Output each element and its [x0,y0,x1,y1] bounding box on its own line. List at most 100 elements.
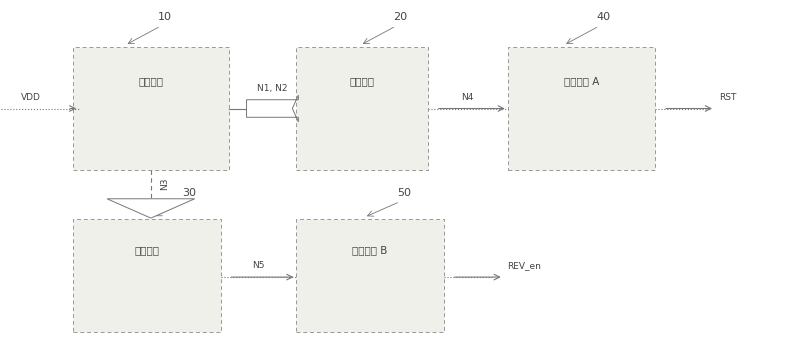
Point [99,83,112,89]
Point [130,276,143,282]
FancyBboxPatch shape [73,47,229,170]
Point [85,244,98,250]
Point [611,47,624,53]
Point [190,146,202,152]
Point [330,128,342,134]
Point [578,101,591,107]
Point [413,309,426,315]
Point [312,119,325,125]
Point [312,92,325,98]
Point [367,293,380,299]
Point [111,219,124,225]
Point [433,318,446,323]
Point [406,301,419,307]
Point [144,252,157,258]
Point [539,65,552,71]
Point [605,119,618,125]
Point [411,164,424,170]
Point [106,119,119,125]
Text: RST: RST [719,93,736,102]
Point [354,252,366,258]
Point [294,110,307,116]
Point [358,56,371,62]
Point [294,92,307,98]
Point [591,65,604,71]
Point [170,293,183,299]
Point [302,219,314,225]
Point [578,65,591,71]
Point [177,244,190,250]
Point [141,146,154,152]
Point [358,164,371,170]
Point [361,235,374,241]
Point [210,92,223,98]
Point [91,318,104,323]
Point [358,128,371,134]
Point [157,219,170,225]
Point [92,47,105,53]
Point [130,309,143,315]
Point [141,119,154,125]
Point [104,244,117,250]
Point [411,83,424,89]
Point [342,47,354,53]
Point [203,276,216,282]
Point [411,65,424,71]
Point [433,219,446,225]
Point [513,65,526,71]
Text: 电流镜像 A: 电流镜像 A [564,76,599,86]
Point [183,301,196,307]
Point [558,65,571,71]
Point [169,56,182,62]
Point [411,119,424,125]
Point [203,268,216,274]
Point [644,83,657,89]
Point [78,227,91,233]
Point [347,164,360,170]
Point [150,276,163,282]
Point [134,137,147,143]
Point [106,83,119,89]
Point [210,56,223,62]
Point [565,83,578,89]
Point [405,128,418,134]
Point [394,301,406,307]
Point [157,235,170,241]
Point [99,146,112,152]
Point [417,47,430,53]
Point [134,119,147,125]
Point [644,56,657,62]
Point [177,301,190,307]
Point [111,309,124,315]
Point [519,128,532,134]
Point [513,146,526,152]
Point [92,164,105,170]
Point [546,47,558,53]
Point [618,164,630,170]
Point [111,235,124,241]
Point [306,56,319,62]
Point [301,56,314,62]
Point [400,301,413,307]
Point [405,119,418,125]
Point [558,119,571,125]
FancyBboxPatch shape [296,47,428,170]
Point [526,119,538,125]
Point [127,110,140,116]
Point [342,74,354,80]
Point [419,244,432,250]
Point [190,318,202,323]
Point [203,309,216,315]
Point [354,276,366,282]
Point [99,74,112,80]
Point [376,128,389,134]
Point [157,326,170,332]
Point [532,47,545,53]
Point [301,119,314,125]
Point [98,309,110,315]
Point [327,318,340,323]
Point [302,260,314,266]
Point [203,227,216,233]
Point [308,235,321,241]
Point [358,65,371,71]
